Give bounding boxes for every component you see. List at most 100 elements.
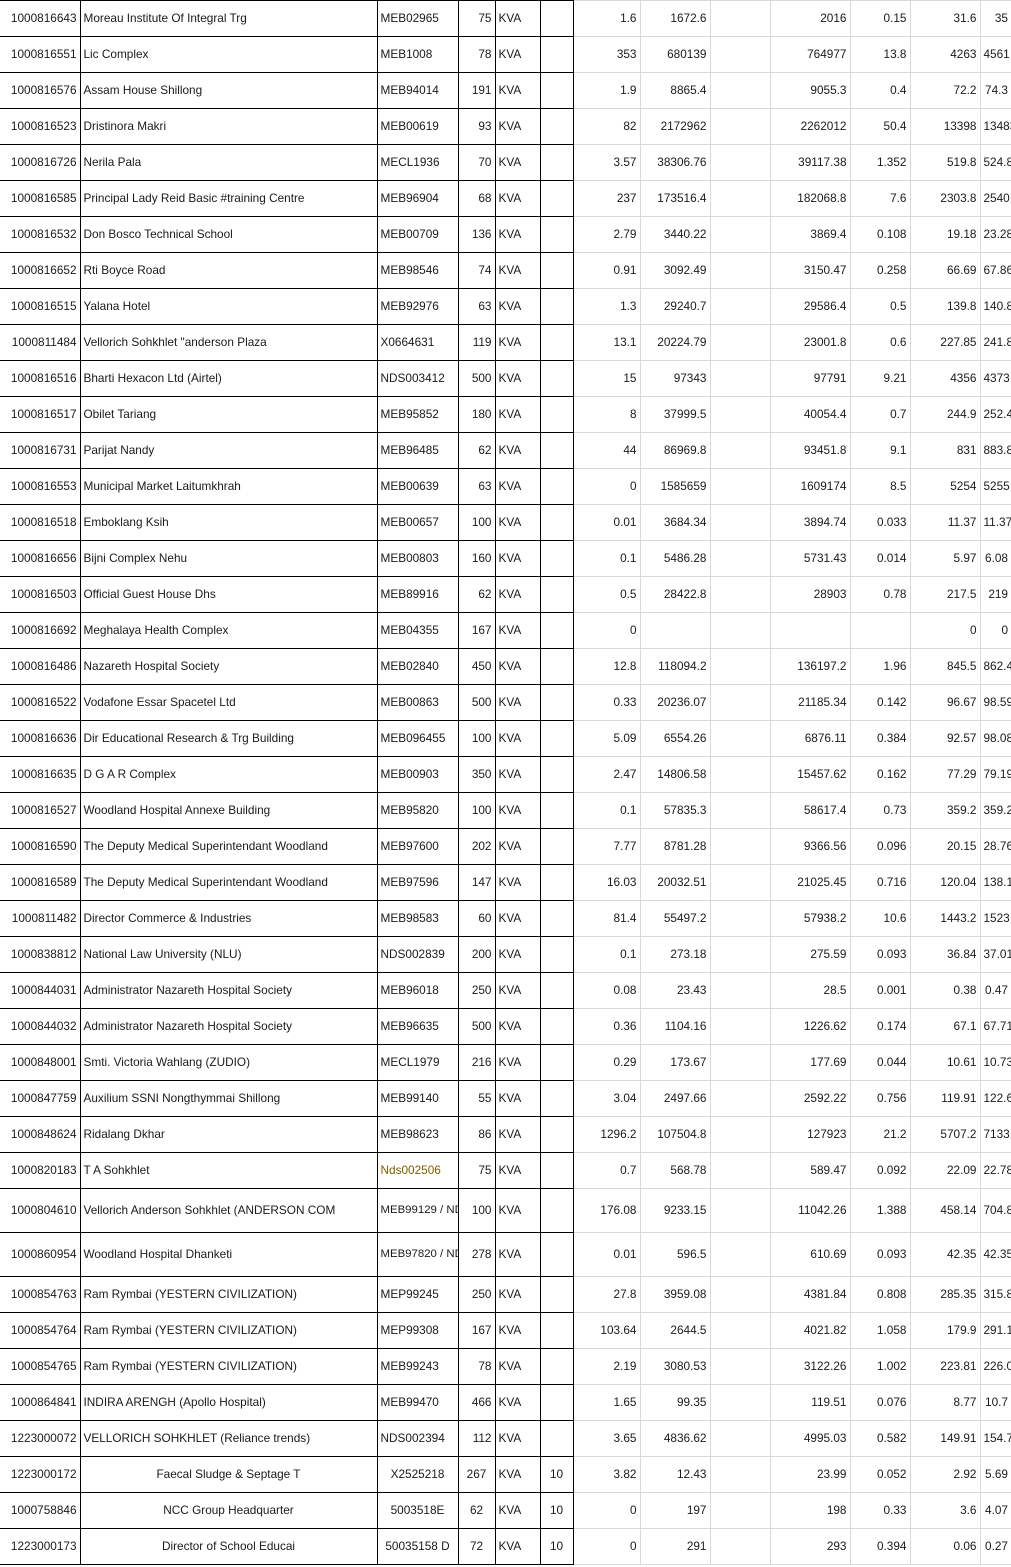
cell-sanctioned-load[interactable]: 70 xyxy=(458,144,496,181)
cell-value-9[interactable]: 293 xyxy=(770,1528,851,1565)
cell-value-12[interactable]: 6.08 xyxy=(980,540,1011,577)
cell-value-8[interactable] xyxy=(710,72,771,109)
cell-value-8[interactable] xyxy=(710,1312,771,1349)
table-row[interactable]: 1000844032 Administrator Nazareth Hospita… xyxy=(0,1008,1011,1045)
cell-value-9[interactable]: 3150.47 xyxy=(770,252,851,289)
cell-value-11[interactable]: 10.61 xyxy=(910,1044,981,1081)
cell-consumer-name[interactable]: D G A R Complex xyxy=(80,756,378,793)
cell-account-number[interactable]: 1223000072 xyxy=(0,1420,81,1457)
cell-account-number[interactable]: 1000816590 xyxy=(0,828,81,865)
cell-account-number[interactable]: 1000816523 xyxy=(0,108,81,145)
cell-consumer-name[interactable]: Yalana Hotel xyxy=(80,288,378,325)
table-row[interactable]: 1000848624 Ridalang Dkhar MEB98623 86 KVA 129… xyxy=(0,1116,1011,1153)
cell-value-7[interactable]: 4836.62 xyxy=(640,1420,711,1457)
table-row[interactable]: 1000854765 Ram Rymbai (YESTERN CIVILIZATI… xyxy=(0,1348,1011,1385)
cell-account-number[interactable]: 1000816553 xyxy=(0,468,81,505)
cell-multiplying-factor[interactable] xyxy=(540,1152,574,1189)
cell-meter-number[interactable]: MEB94014 xyxy=(377,72,459,109)
cell-sanctioned-load[interactable]: 55 xyxy=(458,1080,496,1117)
cell-load-unit[interactable]: KVA xyxy=(495,288,541,325)
cell-value-6[interactable]: 27.8 xyxy=(573,1276,641,1313)
cell-load-unit[interactable]: KVA xyxy=(495,684,541,721)
cell-value-9[interactable]: 21185.34 xyxy=(770,684,851,721)
cell-value-11[interactable]: 8.77 xyxy=(910,1384,981,1421)
table-row[interactable]: 1000811484 Vellorich Sohkhlet "anderson P… xyxy=(0,324,1011,361)
cell-value-8[interactable] xyxy=(710,684,771,721)
cell-account-number[interactable]: 1000854763 xyxy=(0,1276,81,1313)
table-row[interactable]: 1000816590 The Deputy Medical Superintend… xyxy=(0,828,1011,865)
cell-value-7[interactable]: 97343 xyxy=(640,360,711,397)
cell-value-6[interactable]: 3.04 xyxy=(573,1080,641,1117)
cell-value-8[interactable] xyxy=(710,1528,771,1565)
cell-consumer-name[interactable]: Ram Rymbai (YESTERN CIVILIZATION) xyxy=(80,1348,378,1385)
cell-value-8[interactable] xyxy=(710,468,771,505)
cell-value-6[interactable]: 0.08 xyxy=(573,972,641,1009)
cell-value-11[interactable]: 13398 xyxy=(910,108,981,145)
cell-consumer-name[interactable]: Director Commerce & Industries xyxy=(80,900,378,937)
cell-consumer-name[interactable]: Rti Boyce Road xyxy=(80,252,378,289)
cell-meter-number[interactable]: MEB97820 / NDS003680 xyxy=(377,1232,459,1277)
cell-value-7[interactable]: 20236.07 xyxy=(640,684,711,721)
cell-value-7[interactable]: 273.18 xyxy=(640,936,711,973)
cell-multiplying-factor[interactable] xyxy=(540,216,574,253)
cell-value-11[interactable]: 149.91 xyxy=(910,1420,981,1457)
cell-consumer-name[interactable]: Nerila Pala xyxy=(80,144,378,181)
cell-value-7[interactable]: 2172962 xyxy=(640,108,711,145)
cell-account-number[interactable]: 1000864841 xyxy=(0,1384,81,1421)
cell-value-11[interactable]: 223.81 xyxy=(910,1348,981,1385)
cell-value-7[interactable]: 3959.08 xyxy=(640,1276,711,1313)
cell-multiplying-factor[interactable] xyxy=(540,396,574,433)
cell-value-12[interactable]: 98.59 xyxy=(980,684,1011,721)
cell-value-10[interactable]: 0.076 xyxy=(850,1384,911,1421)
cell-account-number[interactable]: 1000816517 xyxy=(0,396,81,433)
cell-load-unit[interactable]: KVA xyxy=(495,360,541,397)
cell-meter-number[interactable]: MEB00639 xyxy=(377,468,459,505)
cell-value-6[interactable]: 0 xyxy=(573,1528,641,1565)
cell-value-8[interactable] xyxy=(710,1044,771,1081)
cell-sanctioned-load[interactable]: 72 xyxy=(458,1528,496,1565)
cell-load-unit[interactable]: KVA xyxy=(495,936,541,973)
cell-value-8[interactable] xyxy=(710,288,771,325)
cell-value-11[interactable]: 0.38 xyxy=(910,972,981,1009)
cell-value-12[interactable]: 5255 xyxy=(980,468,1011,505)
cell-load-unit[interactable]: KVA xyxy=(495,864,541,901)
cell-value-9[interactable]: 23.99 xyxy=(770,1456,851,1493)
cell-account-number[interactable]: 1000816635 xyxy=(0,756,81,793)
cell-meter-number[interactable]: NDS002839 xyxy=(377,936,459,973)
cell-consumer-name[interactable]: Director of School Educai xyxy=(80,1528,378,1565)
cell-value-9[interactable]: 97791 xyxy=(770,360,851,397)
cell-value-8[interactable] xyxy=(710,756,771,793)
cell-sanctioned-load[interactable]: 191 xyxy=(458,72,496,109)
cell-value-12[interactable]: 79.19 xyxy=(980,756,1011,793)
cell-value-6[interactable]: 0.36 xyxy=(573,1008,641,1045)
cell-value-10[interactable]: 0.001 xyxy=(850,972,911,1009)
cell-sanctioned-load[interactable]: 267 xyxy=(458,1456,496,1493)
cell-value-7[interactable]: 596.5 xyxy=(640,1232,711,1277)
cell-value-12[interactable]: 35 xyxy=(980,0,1011,37)
cell-consumer-name[interactable]: Nazareth Hospital Society xyxy=(80,648,378,685)
cell-value-10[interactable]: 50.4 xyxy=(850,108,911,145)
table-row[interactable]: 1000816643 Moreau Institute Of Integral T… xyxy=(0,0,1011,37)
cell-value-10[interactable]: 0.033 xyxy=(850,504,911,541)
cell-meter-number[interactable]: MEB89916 xyxy=(377,576,459,613)
table-row[interactable]: 1000854764 Ram Rymbai (YESTERN CIVILIZATI… xyxy=(0,1312,1011,1349)
cell-value-10[interactable]: 0.384 xyxy=(850,720,911,757)
cell-value-12[interactable]: 23.28 xyxy=(980,216,1011,253)
cell-load-unit[interactable]: KVA xyxy=(495,1384,541,1421)
cell-multiplying-factor[interactable] xyxy=(540,936,574,973)
cell-account-number[interactable]: 1000816515 xyxy=(0,288,81,325)
cell-value-9[interactable]: 15457.62 xyxy=(770,756,851,793)
cell-value-8[interactable] xyxy=(710,252,771,289)
cell-value-7[interactable]: 118094.2 xyxy=(640,648,711,685)
cell-value-9[interactable]: 29586.4 xyxy=(770,288,851,325)
cell-load-unit[interactable]: KVA xyxy=(495,396,541,433)
table-row[interactable]: 1000816515 Yalana Hotel MEB92976 63 KVA 1.3 29… xyxy=(0,288,1011,325)
cell-value-6[interactable]: 1296.2 xyxy=(573,1116,641,1153)
cell-consumer-name[interactable]: Municipal Market Laitumkhrah xyxy=(80,468,378,505)
cell-load-unit[interactable]: KVA xyxy=(495,72,541,109)
cell-meter-number[interactable]: MEB02965 xyxy=(377,0,459,37)
cell-value-11[interactable]: 22.09 xyxy=(910,1152,981,1189)
cell-value-11[interactable]: 227.85 xyxy=(910,324,981,361)
cell-account-number[interactable]: 1000816692 xyxy=(0,612,81,649)
cell-value-8[interactable] xyxy=(710,612,771,649)
